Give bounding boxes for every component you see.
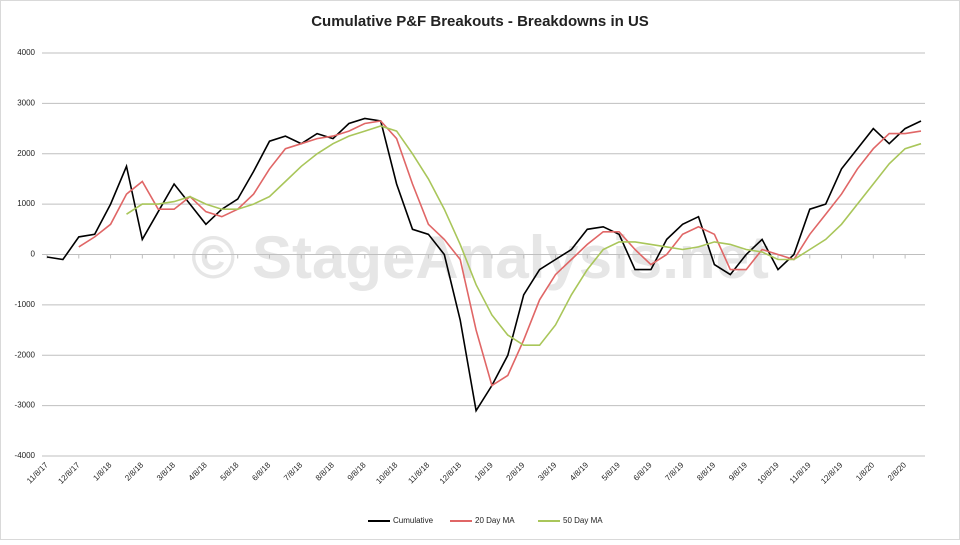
- y-tick-label: -2000: [15, 350, 36, 359]
- y-tick-label: 4000: [17, 48, 35, 57]
- y-tick-label: -4000: [15, 451, 36, 460]
- y-tick-label: 1000: [17, 199, 35, 208]
- y-tick-label: -1000: [15, 300, 36, 309]
- y-tick-label: 0: [31, 250, 36, 259]
- y-tick-label: -3000: [15, 401, 36, 410]
- series-line: [46, 117, 922, 413]
- y-tick-label: 3000: [17, 98, 35, 107]
- legend-label: Cumulative: [393, 516, 434, 525]
- y-tick-label: 2000: [17, 149, 35, 158]
- chart-title: Cumulative P&F Breakouts - Breakdowns in…: [311, 13, 649, 30]
- series-line: [126, 125, 922, 346]
- legend-label: 50 Day MA: [563, 516, 603, 525]
- legend-label: 20 Day MA: [475, 516, 515, 525]
- watermark: © StageAnalysis.net: [191, 224, 769, 291]
- series-line: [78, 120, 922, 387]
